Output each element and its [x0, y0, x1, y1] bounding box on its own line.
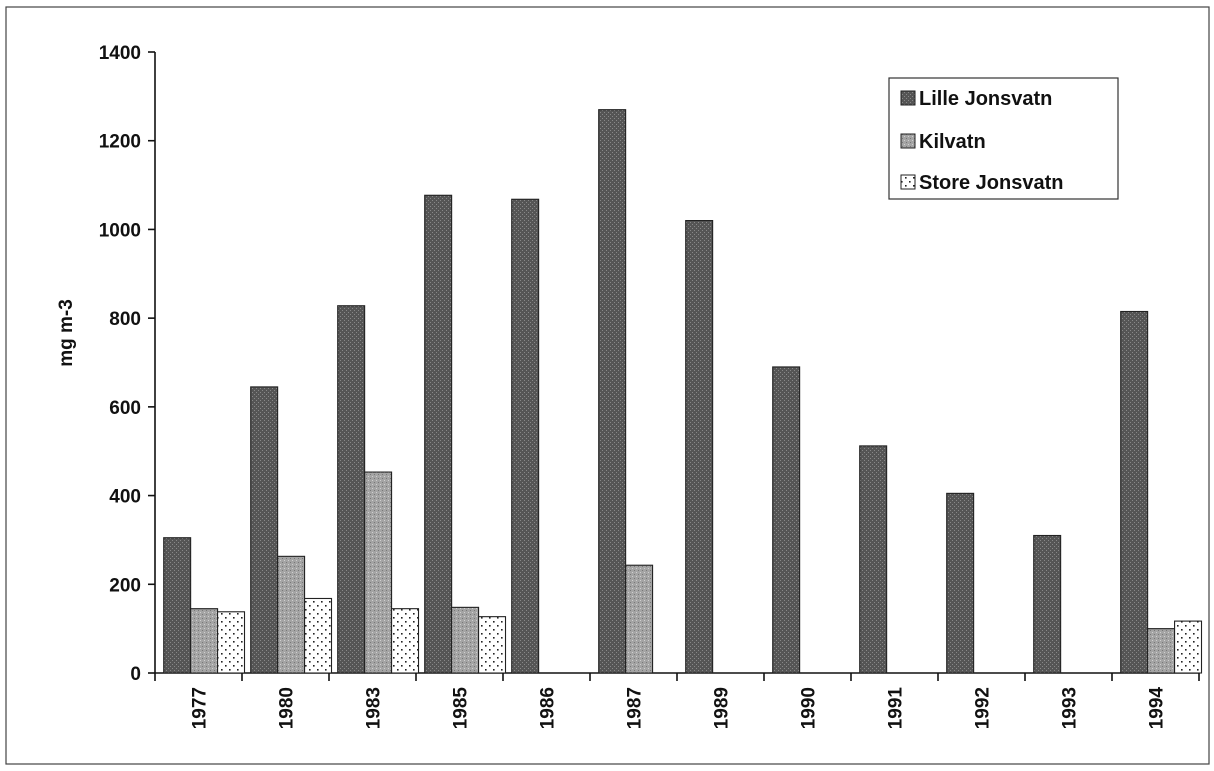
legend-swatch-kilvatn — [900, 133, 916, 149]
legend-box — [888, 77, 1119, 200]
bar-lille-jonsvatn-1991 — [859, 445, 888, 674]
y-ticks: 0 200 400 600 800 1000 1200 1400 — [99, 43, 155, 685]
y-tick-label: 1400 — [99, 43, 141, 64]
bar-lille-jonsvatn-1985 — [424, 194, 453, 674]
bar-lille-jonsvatn-1983 — [337, 305, 366, 674]
x-tick-label: 1987 — [625, 687, 646, 729]
bar-lille-jonsvatn-1994 — [1120, 310, 1149, 674]
legend-label-kilvatn: Kilvatn — [919, 131, 986, 153]
bar-kilvatn-1994 — [1147, 628, 1176, 674]
x-ticks: 1977 1980 1983 1985 1986 1987 1989 1990 1991 1992… — [154, 673, 1200, 730]
legend-item-kilvatn: Kilvatn — [900, 131, 986, 153]
bar-kilvatn-1977 — [190, 608, 219, 674]
y-tick-label: 600 — [109, 398, 141, 419]
bar-kilvatn-1987 — [625, 564, 654, 674]
bar-lille-jonsvatn-1992 — [946, 492, 975, 674]
bar-kilvatn-1980 — [277, 555, 306, 674]
legend-item-lille-jonsvatn: Lille Jonsvatn — [900, 88, 1052, 110]
bar-store-jonsvatn-1994 — [1174, 620, 1203, 674]
bar-kilvatn-1983 — [364, 471, 393, 674]
bar-store-jonsvatn-1977 — [217, 611, 246, 674]
x-tick-label: 1994 — [1147, 687, 1168, 730]
y-tick-label: 200 — [109, 575, 141, 596]
legend: Lille Jonsvatn Kilvatn Store Jonsvatn — [888, 77, 1119, 200]
y-tick-label: 1200 — [99, 132, 141, 153]
y-tick-label: 400 — [109, 487, 141, 508]
y-axis-label: mg m-3 — [56, 299, 77, 367]
x-tick-label: 1992 — [973, 687, 994, 729]
bar-lille-jonsvatn-1989 — [685, 220, 714, 674]
x-tick-label: 1990 — [799, 687, 820, 729]
x-tick-label: 1977 — [190, 687, 211, 729]
bars — [163, 109, 1203, 674]
x-tick-label: 1983 — [364, 687, 385, 729]
legend-label-store-jonsvatn: Store Jonsvatn — [919, 172, 1063, 194]
x-tick-label: 1993 — [1060, 687, 1081, 729]
x-tick-label: 1989 — [712, 687, 733, 729]
y-tick-label: 800 — [109, 309, 141, 330]
y-tick-label: 1000 — [99, 220, 141, 241]
bar-lille-jonsvatn-1977 — [163, 537, 192, 674]
legend-swatch-store-jonsvatn — [900, 174, 916, 190]
legend-item-store-jonsvatn: Store Jonsvatn — [900, 172, 1063, 194]
bar-lille-jonsvatn-1987 — [598, 109, 627, 674]
bar-lille-jonsvatn-1990 — [772, 366, 801, 674]
bar-store-jonsvatn-1985 — [478, 616, 507, 674]
bar-kilvatn-1985 — [451, 606, 480, 674]
bar-lille-jonsvatn-1993 — [1033, 534, 1062, 674]
x-tick-label: 1985 — [451, 687, 472, 730]
bar-lille-jonsvatn-1980 — [250, 386, 279, 674]
legend-swatch-lille-jonsvatn — [900, 90, 916, 106]
x-tick-label: 1980 — [277, 687, 298, 729]
bar-store-jonsvatn-1980 — [304, 597, 333, 674]
bar-store-jonsvatn-1983 — [391, 608, 420, 674]
x-tick-label: 1986 — [538, 687, 559, 729]
legend-label-lille-jonsvatn: Lille Jonsvatn — [919, 88, 1052, 110]
chart-border — [5, 6, 1210, 765]
y-tick-label: 0 — [130, 664, 141, 685]
x-tick-label: 1991 — [886, 687, 907, 730]
bar-lille-jonsvatn-1986 — [511, 198, 540, 674]
